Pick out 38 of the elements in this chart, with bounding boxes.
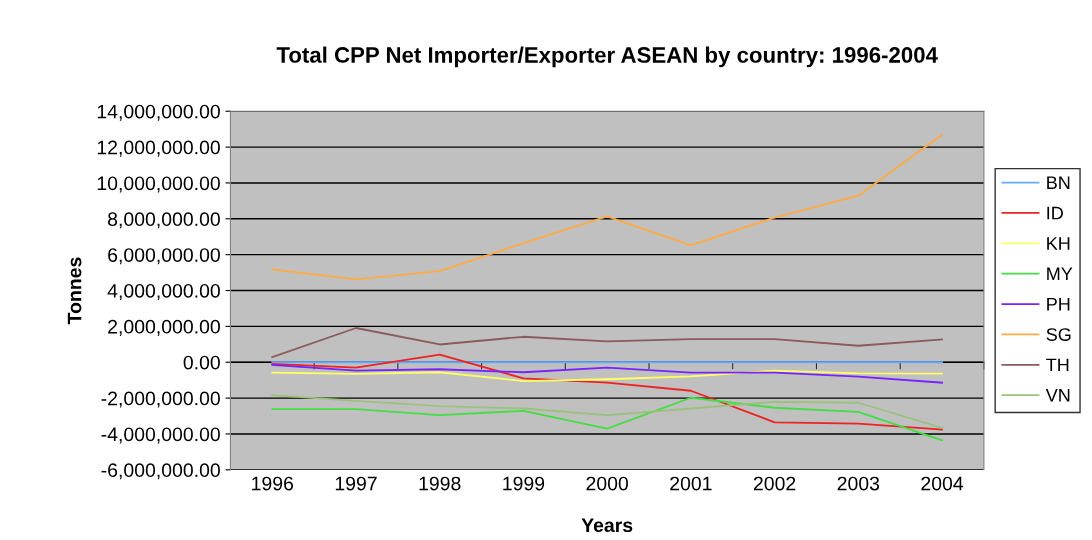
chart-title: Total CPP Net Importer/Exporter ASEAN by country: 1996-2004 xyxy=(276,46,938,68)
x-axis-title: Years xyxy=(581,518,633,533)
x-tick-label: 2004 xyxy=(921,476,964,491)
x-tick-label: 2003 xyxy=(837,476,880,491)
y-tick-label: -2,000,000.00 xyxy=(101,391,220,408)
legend-label: MY xyxy=(1047,267,1073,280)
y-tick-label: 6,000,000.00 xyxy=(108,248,220,265)
x-tick-label: 1997 xyxy=(335,476,377,491)
x-tick-label: 1999 xyxy=(503,476,545,491)
legend-label: BN xyxy=(1047,176,1070,189)
legend-label: SG xyxy=(1046,328,1071,341)
legend-label: VN xyxy=(1045,389,1070,402)
y-tick-label: 2,000,000.00 xyxy=(108,319,220,336)
x-tick-label: 1998 xyxy=(419,476,461,491)
line-series xyxy=(271,396,943,442)
y-tick-label: 4,000,000.00 xyxy=(107,283,220,301)
legend-label: PH xyxy=(1047,297,1070,311)
y-tick-label: 10,000,000.00 xyxy=(97,176,220,193)
line-series xyxy=(271,327,943,359)
x-tick-label: 2000 xyxy=(586,476,629,491)
line-series xyxy=(271,369,943,382)
line-series xyxy=(271,133,943,281)
x-tick-label: 2002 xyxy=(753,476,796,491)
legend-label: TH xyxy=(1046,358,1069,372)
y-tick-label: -6,000,000.00 xyxy=(101,463,220,480)
y-tick-label: 0.00 xyxy=(183,355,220,370)
line-series xyxy=(271,353,943,431)
y-tick-label: -4,000,000.00 xyxy=(101,427,220,444)
x-tick-label: 1996 xyxy=(252,476,294,491)
legend-label: KH xyxy=(1047,237,1070,250)
y-tick-label: 14,000,000.00 xyxy=(97,104,220,121)
y-tick-label: 8,000,000.00 xyxy=(108,212,220,229)
line-series xyxy=(271,394,943,429)
y-axis-title: Tonnes xyxy=(67,257,82,325)
y-tick-label: 12,000,000.00 xyxy=(97,140,220,157)
line-series xyxy=(271,364,943,384)
x-tick-label: 2001 xyxy=(670,476,712,491)
legend-label: ID xyxy=(1047,206,1063,220)
